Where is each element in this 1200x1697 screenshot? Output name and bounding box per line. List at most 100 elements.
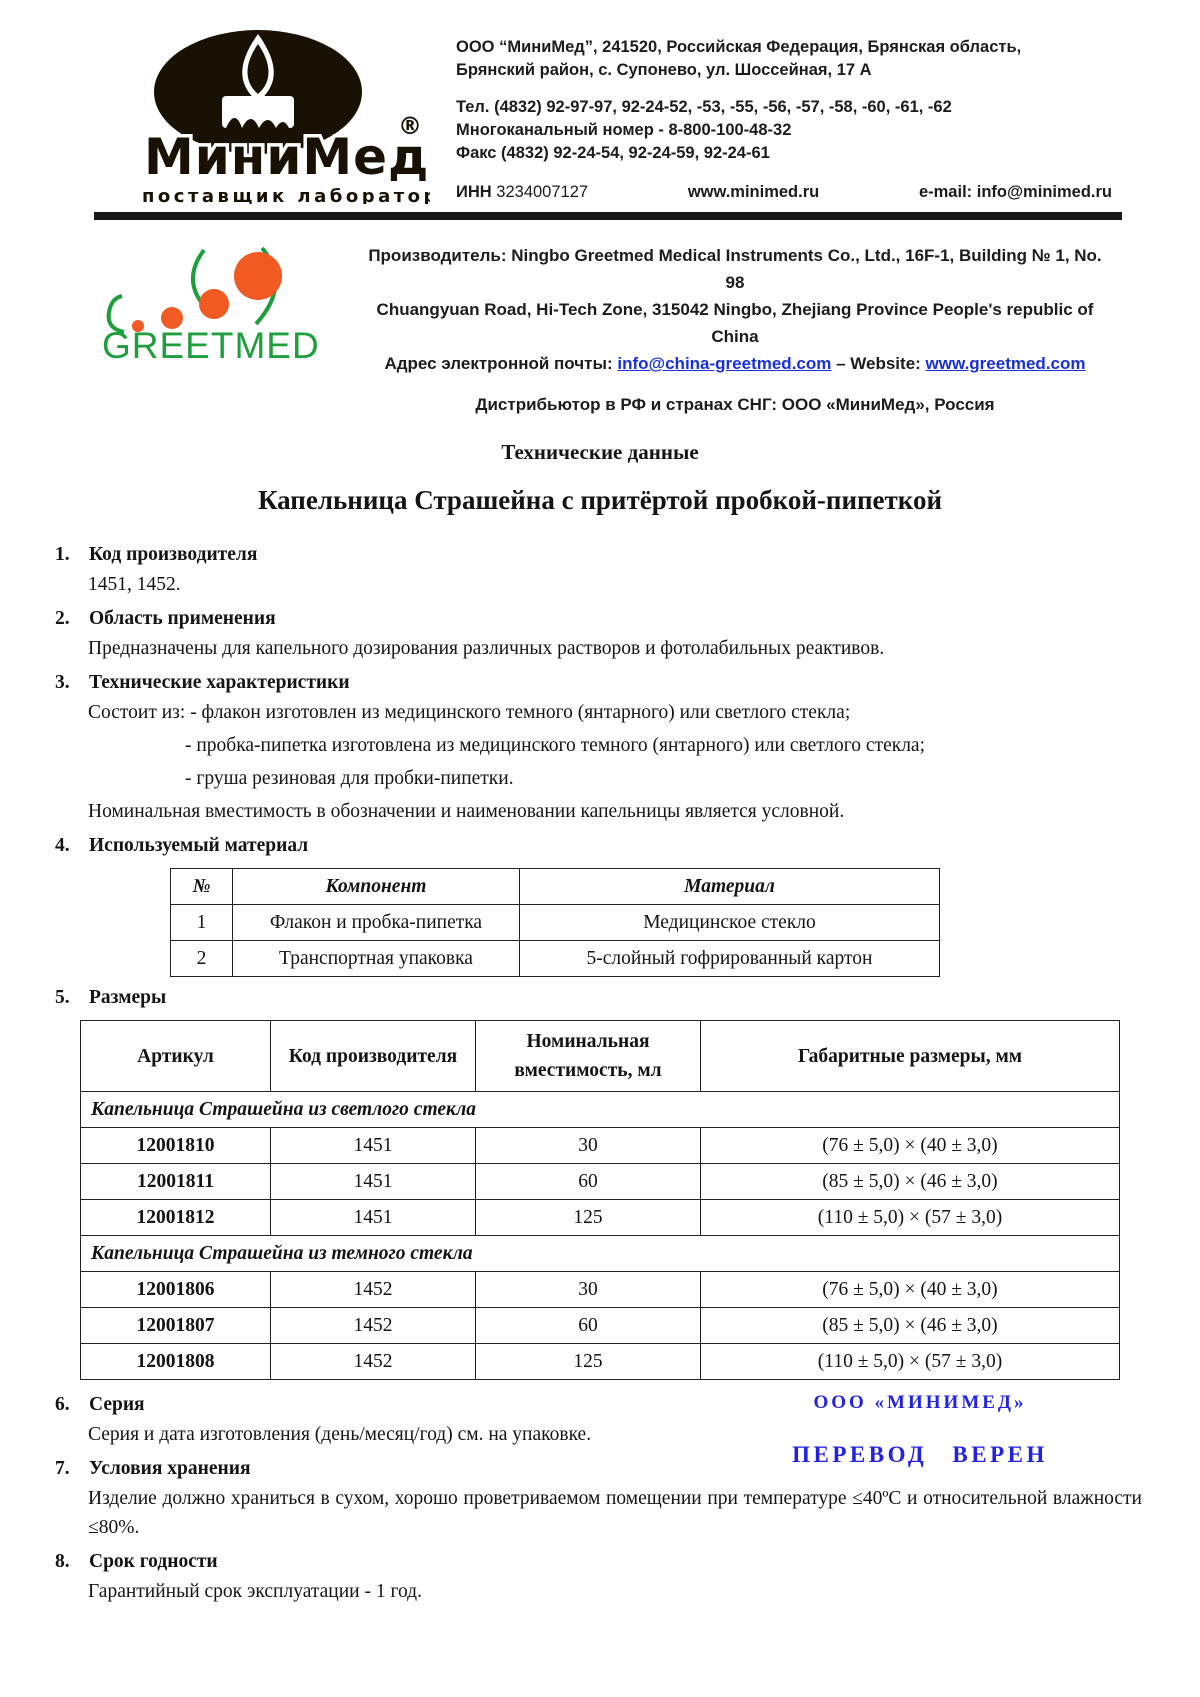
column-header: № — [170, 868, 233, 905]
table-row: 12001811 1451 60 (85 ± 5,0) × (46 ± 3,0) — [80, 1163, 1120, 1200]
cell-code: 1451 — [270, 1127, 476, 1164]
stamp-translation-valid: ПЕРЕВОД ВЕРЕН — [792, 1442, 1048, 1467]
producer-website-link[interactable]: www.greetmed.com — [925, 354, 1086, 373]
cell-code: 1452 — [270, 1307, 476, 1344]
cell-dimensions: (110 ± 5,0) × (57 ± 3,0) — [700, 1343, 1120, 1380]
address-line2: Брянский район, с. Супонево, ул. Шоссейн… — [456, 61, 872, 79]
cell-volume: 60 — [475, 1307, 701, 1344]
section-title: Код производителя — [89, 544, 258, 565]
greetmed-logo-icon: GREETMED — [102, 246, 320, 364]
section-title: Технические характеристики — [89, 672, 350, 693]
table-group-row: Капельница Страшейна из темного стекла — [80, 1235, 1120, 1272]
greetmed-logo: GREETMED — [86, 230, 358, 418]
minimed-tagline: поставщик лабораторий — [142, 186, 430, 204]
producer-website-sep: – Website: — [831, 354, 926, 373]
cell-volume: 30 — [475, 1127, 701, 1164]
distributor-line: Дистрибьютор в РФ и странах СНГ: ООО «Ми… — [475, 395, 995, 414]
table-header-row: Артикул Код производителя Номинальная вм… — [80, 1020, 1120, 1092]
section-body: Гарантийный срок эксплуатации - 1 год. — [88, 1581, 422, 1602]
cell-article: 12001810 — [80, 1127, 271, 1164]
letterhead-header: МиниМед ® поставщик лабораторий ООО “Мин… — [0, 0, 1200, 204]
section-title: Серия — [89, 1394, 145, 1415]
header-divider — [94, 212, 1122, 220]
producer-info: Производитель: Ningbo Greetmed Medical I… — [358, 230, 1112, 418]
minimed-logo: МиниМед ® поставщик лабораторий — [86, 22, 442, 204]
sections-list: 1. Код производителя 1451, 1452. 2. Обла… — [0, 540, 1200, 1606]
inn-label: ИНН — [456, 183, 492, 201]
producer-links-line: Адрес электронной почты: info@china-gree… — [358, 350, 1112, 377]
minimed-logo-icon: МиниМед ® поставщик лабораторий — [141, 30, 430, 204]
cell-dimensions: (85 ± 5,0) × (46 ± 3,0) — [700, 1307, 1120, 1344]
section-sizes: 5. Размеры Артикул Код производителя Ном… — [0, 983, 1200, 1380]
section-title: Область применения — [89, 608, 276, 629]
table-group-row: Капельница Страшейна из светлого стекла — [80, 1091, 1120, 1128]
specs-line3: - груша резиновая для пробки-пипетки. — [185, 768, 514, 789]
cell-dimensions: (110 ± 5,0) × (57 ± 3,0) — [700, 1199, 1120, 1236]
column-header: Номинальная вместимость, мл — [475, 1020, 701, 1092]
cell-volume: 125 — [475, 1199, 701, 1236]
registered-mark: ® — [398, 112, 422, 140]
minimed-brand-text: МиниМед — [144, 128, 429, 186]
specs-line2: - пробка-пипетка изготовлена из медицинс… — [185, 735, 926, 756]
section-number: 1. — [55, 544, 70, 565]
section-title: Размеры — [89, 987, 167, 1008]
table-header-row: № Компонент Материал — [170, 868, 940, 905]
multichannel-line: Многоканальный номер - 8-800-100-48-32 — [456, 121, 792, 139]
cell-volume: 60 — [475, 1163, 701, 1200]
section-application: 2. Область применения Предназначены для … — [0, 604, 1200, 663]
column-header: Артикул — [80, 1020, 271, 1092]
section-title: Срок годности — [89, 1551, 218, 1572]
section-number: 5. — [55, 987, 70, 1008]
column-header: Материал — [519, 868, 940, 905]
cell-code: 1452 — [270, 1343, 476, 1380]
inn: ИНН 3234007127 — [456, 181, 588, 204]
cell-article: 12001812 — [80, 1199, 271, 1236]
table-row: 12001807 1452 60 (85 ± 5,0) × (46 ± 3,0) — [80, 1307, 1120, 1344]
section-storage: 7. Условия хранения Изделие должно храни… — [0, 1454, 1200, 1542]
inn-value: 3234007127 — [496, 183, 589, 201]
section-body: Изделие должно храниться в сухом, хорошо… — [88, 1488, 1142, 1538]
cell-code: 1451 — [270, 1163, 476, 1200]
company-website[interactable]: www.minimed.ru — [687, 183, 820, 201]
cell-article: 12001807 — [80, 1307, 271, 1344]
section-shelf-life: 8. Срок годности Гарантийный срок эксплу… — [0, 1547, 1200, 1606]
document-subtitle: Технические данные — [501, 440, 699, 464]
section-number: 4. — [55, 835, 70, 856]
company-email[interactable]: e-mail: info@minimed.ru — [918, 183, 1112, 201]
cell-material: 5-слойный гофрированный картон — [519, 940, 940, 977]
producer-email-label: Адрес электронной почты: — [384, 354, 618, 373]
cell-number: 1 — [170, 904, 233, 941]
producer-email-link[interactable]: info@china-greetmed.com — [617, 354, 832, 373]
section-number: 6. — [55, 1394, 70, 1415]
group-label: Капельница Страшейна из темного стекла — [80, 1235, 1120, 1272]
section-title: Условия хранения — [89, 1458, 251, 1479]
producer-line2: Chuangyuan Road, Hi-Tech Zone, 315042 Ni… — [376, 300, 1094, 346]
cell-volume: 30 — [475, 1271, 701, 1308]
specs-note: Номинальная вместимость в обозначении и … — [88, 801, 845, 822]
producer-section: GREETMED Производитель: Ningbo Greetmed … — [0, 220, 1200, 418]
section-number: 7. — [55, 1458, 70, 1479]
cell-volume: 125 — [475, 1343, 701, 1380]
stamp-company: ООО «МИНИМЕД» — [813, 1392, 1027, 1413]
table-row: 12001810 1451 30 (76 ± 5,0) × (40 ± 3,0) — [80, 1127, 1120, 1164]
section-body: Серия и дата изготовления (день/месяц/го… — [88, 1424, 592, 1445]
cell-article: 12001808 — [80, 1343, 271, 1380]
cell-article: 12001811 — [80, 1163, 271, 1200]
producer-line1: Производитель: Ningbo Greetmed Medical I… — [368, 246, 1102, 292]
cell-code: 1451 — [270, 1199, 476, 1236]
phone-line: Тел. (4832) 92-97-97, 92-24-52, -53, -55… — [456, 98, 952, 116]
section-number: 8. — [55, 1551, 70, 1572]
cell-dimensions: (76 ± 5,0) × (40 ± 3,0) — [700, 1271, 1120, 1308]
section-manufacturer-code: 1. Код производителя 1451, 1452. — [0, 540, 1200, 599]
section-specs: 3. Технические характеристики Состоит из… — [0, 668, 1200, 826]
section-number: 3. — [55, 672, 70, 693]
cell-component: Флакон и пробка-пипетка — [232, 904, 520, 941]
section-series: ООО «МИНИМЕД» ПЕРЕВОД ВЕРЕН 6. Серия Сер… — [0, 1390, 1200, 1467]
cell-dimensions: (76 ± 5,0) × (40 ± 3,0) — [700, 1127, 1120, 1164]
table-row: 1 Флакон и пробка-пипетка Медицинское ст… — [170, 904, 940, 941]
greetmed-logo-text: GREETMED — [102, 325, 320, 364]
page-title: Капельница Страшейна с притёртой пробкой… — [257, 485, 943, 515]
cell-code: 1452 — [270, 1271, 476, 1308]
section-body: Предназначены для капельного дозирования… — [88, 638, 885, 659]
materials-table: № Компонент Материал 1 Флакон и пробка-п… — [170, 868, 940, 977]
